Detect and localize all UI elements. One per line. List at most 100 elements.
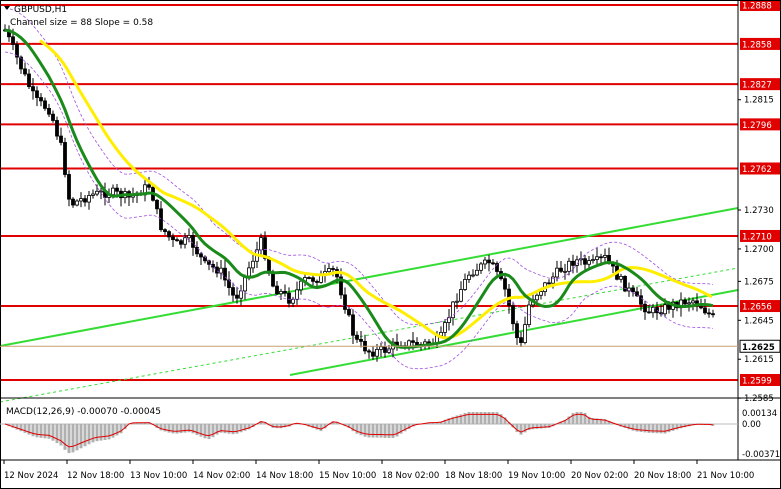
macd-bar [575,412,579,425]
macd-bar [607,420,611,425]
macd-bar [379,424,383,438]
candle-body [667,304,671,310]
macd-bar [439,421,443,425]
candle-body [67,174,71,200]
candle-body [195,246,199,255]
candle-body [215,266,219,274]
macd-bar [183,424,187,433]
ma-slow-line [39,39,713,340]
macd-bar [59,424,63,446]
indicator-caption: Channel size = 88 Slope = 0.58 [10,18,153,28]
candle-body [311,277,315,282]
candle-body [19,56,23,70]
macd-bar [395,424,399,437]
macd-bar [455,415,459,425]
candle-body [275,285,279,295]
macd-bar [387,424,391,438]
macd-bar [503,417,507,425]
macd-bar [79,424,83,449]
macd-bar [547,424,551,428]
macd-bar [331,421,335,425]
candle-body [595,256,599,260]
candle-body [155,199,159,210]
candle-body [491,262,495,265]
macd-bar [27,424,31,435]
candle-body [287,292,291,304]
time-label: 12 Nov 18:00 [67,471,124,481]
macd-bar [563,419,567,425]
candle-body [455,300,459,303]
candle-body [471,274,475,277]
macd-bar [351,424,355,432]
macd-bar [227,424,231,434]
time-label: 14 Nov 18:00 [256,471,313,481]
macd-bar [115,424,119,436]
candle-body [43,100,47,109]
macd-bar [283,424,287,428]
macd-bar [383,424,387,438]
macd-bar [651,424,655,434]
macd-bar [675,424,679,430]
macd-bar [63,424,67,450]
candle-body [523,324,527,343]
candle-body [259,237,263,251]
macd-bar [487,412,491,425]
candle-body [167,231,171,238]
candle-body [271,272,275,287]
macd-bar [355,424,359,434]
macd-bar [311,424,315,429]
macd-bar [215,424,219,435]
candle-body [291,298,295,304]
candle-body [163,229,167,233]
candle-body [79,198,83,202]
candle-body [383,346,387,353]
candle-body [635,291,639,297]
candle-body [663,304,667,315]
macd-bar [147,422,151,425]
macd-bar [391,424,395,438]
macd-bar [655,424,659,434]
candle-body [495,263,499,272]
macd-bar [507,422,511,425]
moving-averages [4,7,714,370]
candle-body [175,239,179,242]
macd-bar [191,424,195,434]
candle-body [327,268,331,273]
candle-body [587,260,591,265]
level-badge-1.2796 [740,118,780,131]
macd-axis-label: -0.00371 [742,450,780,460]
macd-bar [611,422,615,425]
macd-bar [247,424,251,430]
macd-bar [623,424,627,428]
candle-body [547,282,551,285]
macd-bar [71,424,75,453]
level-lines: 1.2888 1.2858 1.2827 1.2796 1.2762 1.2710 1.26… [0,0,780,387]
macd-bar [175,424,179,434]
macd-bar [663,424,667,434]
candle-body [655,307,659,314]
candle-body [171,236,175,241]
candle-body [483,259,487,265]
candle-body [563,270,567,273]
candle-body [59,135,63,143]
collapse-triangle-icon[interactable] [4,6,10,10]
macd-bar [167,424,171,433]
candle-body [219,267,223,274]
level-badge-1.2858 [740,37,780,50]
candle-body [503,278,507,290]
macd-bar [447,418,451,425]
candle-body [371,351,375,357]
macd-bar [203,424,207,439]
channel-middle [0,267,739,403]
time-label: 18 Nov 18:00 [445,471,502,481]
price-tick-label: 1.2585 [744,394,774,404]
candle-body [343,294,347,310]
candle-body [339,276,343,296]
candle-body [467,274,471,280]
candle-body [515,323,519,339]
candle-body [487,259,491,264]
current-price-label: 1.2625 [742,343,775,353]
bollinger-lower [4,51,714,370]
candle-body [551,276,555,284]
